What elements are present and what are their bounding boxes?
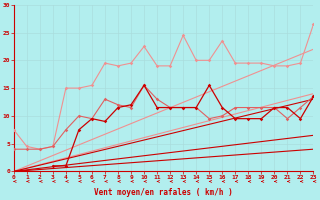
X-axis label: Vent moyen/en rafales ( km/h ): Vent moyen/en rafales ( km/h ): [94, 188, 233, 197]
